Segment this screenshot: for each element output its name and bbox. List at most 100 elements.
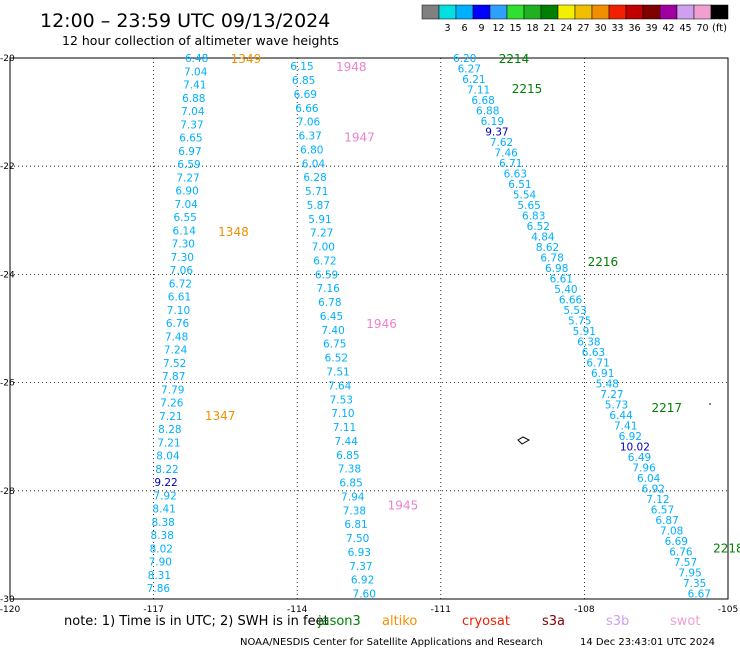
pass-time-label: 2215 (512, 82, 543, 96)
legend-label: 42 (662, 23, 674, 34)
lon-tick-label: -111 (431, 605, 451, 615)
pass-time-label: 2217 (652, 401, 683, 415)
wave-height-value: 9.22 (154, 477, 177, 489)
wave-height-value: 7.11 (333, 422, 356, 434)
wave-height-value: 7.11 (467, 85, 490, 97)
legend-label: 6 (461, 23, 467, 34)
wave-height-value: 7.41 (183, 80, 206, 92)
wave-height-value: 5.73 (605, 400, 628, 412)
wave-height-value: 7.44 (335, 436, 359, 448)
wave-height-value: 6.72 (169, 278, 192, 290)
pass-time-label: 2216 (588, 255, 619, 269)
satellite-name: cryosat (462, 614, 510, 629)
pass-time-label: 1945 (388, 498, 419, 512)
page-title: 12:00 – 23:59 UTC 09/13/2024 (40, 10, 330, 32)
legend-label: 18 (526, 23, 538, 34)
wave-height-value: 6.87 (655, 515, 678, 527)
wave-height-value: 6.98 (545, 263, 568, 275)
wave-height-value: 6.57 (651, 505, 674, 517)
wave-height-value: 6.92 (642, 484, 665, 496)
legend-swatch (608, 4, 627, 20)
legend-swatch (676, 4, 695, 20)
wave-height-value: 6.51 (508, 179, 531, 191)
wave-height-value: 7.04 (184, 66, 208, 78)
legend-label: 9 (478, 23, 484, 34)
wave-height-value: 7.24 (164, 345, 188, 357)
wave-height-value: 7.50 (346, 533, 369, 545)
wave-height-value: 8.22 (155, 464, 178, 476)
wave-height-value: 6.28 (303, 172, 326, 184)
wave-height-value: 8.38 (151, 530, 174, 542)
wave-height-value: 6.61 (550, 274, 573, 286)
wave-height-value: 7.04 (181, 106, 205, 118)
legend-swatch (710, 4, 729, 20)
pass-time-label: 1349 (231, 52, 262, 66)
wave-height-value: 6.83 (522, 211, 545, 223)
lon-tick-label: -105 (718, 605, 738, 615)
wave-height-value: 8.04 (156, 451, 180, 463)
wave-height-value: 6.15 (290, 61, 313, 73)
pass-time-label: 2218 (713, 542, 740, 556)
satellite-name: jason3 (317, 614, 361, 629)
color-legend: 3 6 9 12 15 18 21 24 27 30 33 36 39 42 45 70 (421, 4, 729, 34)
wave-height-value: 6.97 (178, 146, 201, 158)
wave-height-value: 7.10 (331, 408, 354, 420)
pass-time-label: 1946 (366, 317, 397, 331)
wave-height-value: 7.90 (149, 557, 172, 569)
legend-label: 30 (594, 23, 606, 34)
wave-height-value: 6.19 (481, 116, 504, 128)
legend-unit: (ft) (712, 23, 727, 34)
pass-time-label: 1947 (344, 130, 375, 144)
wave-height-value: 7.27 (600, 389, 623, 401)
legend-label: 39 (645, 23, 657, 34)
wave-height-value: 7.12 (646, 494, 669, 506)
wave-height-value: 7.38 (338, 464, 361, 476)
wave-height-value: 6.88 (182, 93, 205, 105)
wave-height-value: 7.60 (353, 589, 376, 601)
satellite-legend: jason3 altiko cryosat s3a s3b swot (317, 614, 700, 629)
lat-tick-label: -28 (0, 487, 15, 497)
legend-swatch (489, 4, 508, 20)
wave-height-value: 8.02 (150, 543, 173, 555)
wave-height-value: 6.27 (458, 64, 481, 76)
lon-tick-label: -117 (143, 605, 163, 615)
legend-swatch (438, 4, 457, 20)
wave-height-value: 6.04 (302, 158, 326, 170)
wave-height-value: 7.95 (678, 568, 701, 580)
legend-swatch (455, 4, 474, 20)
wave-height-value: 7.96 (632, 463, 656, 475)
wave-height-value: 6.81 (344, 519, 367, 531)
legend-label: 12 (492, 23, 504, 34)
legend-swatch (506, 4, 525, 20)
pass-time-label: 1348 (218, 225, 249, 239)
legend-label: 36 (628, 23, 640, 34)
pass-time-label: 2214 (499, 52, 530, 66)
wave-height-value: 6.92 (351, 575, 374, 587)
wave-height-value: 6.92 (619, 431, 642, 443)
wave-height-value: 6.78 (318, 297, 341, 309)
axis-ticks: -120 -117 -114 -111 -108 -105 -20 -22 -24 -26 -28 -… (0, 54, 738, 615)
wave-height-value: 7.48 (165, 331, 188, 343)
footer-note: note: 1) Time is in UTC; 2) SWH is in fe… (64, 614, 329, 629)
wave-height-value: 7.06 (297, 117, 321, 129)
wave-height-value: 8.28 (158, 424, 181, 436)
page-subtitle: 12 hour collection of altimeter wave hei… (62, 33, 339, 48)
wave-height-value: 7.41 (614, 421, 637, 433)
satellite-track: 6.487.047.416.887.047.376.656.976.597.27… (147, 52, 262, 595)
wave-height-value: 7.64 (328, 380, 352, 392)
wave-height-value: 6.75 (323, 339, 346, 351)
lat-tick-label: -20 (0, 54, 15, 64)
wave-height-value: 7.94 (341, 491, 365, 503)
wave-height-value: 6.04 (637, 473, 661, 485)
wave-height-value: 8.38 (151, 517, 174, 529)
wave-height-value: 6.63 (504, 169, 527, 181)
wave-height-value: 6.55 (173, 212, 196, 224)
legend-label: 21 (543, 23, 555, 34)
wave-height-value: 6.20 (453, 53, 476, 65)
wave-height-value: 6.45 (320, 311, 343, 323)
wave-height-value: 6.59 (315, 269, 338, 281)
wave-height-value: 5.48 (596, 379, 619, 391)
wave-height-value: 5.91 (308, 214, 331, 226)
wave-height-value: 5.53 (563, 305, 586, 317)
